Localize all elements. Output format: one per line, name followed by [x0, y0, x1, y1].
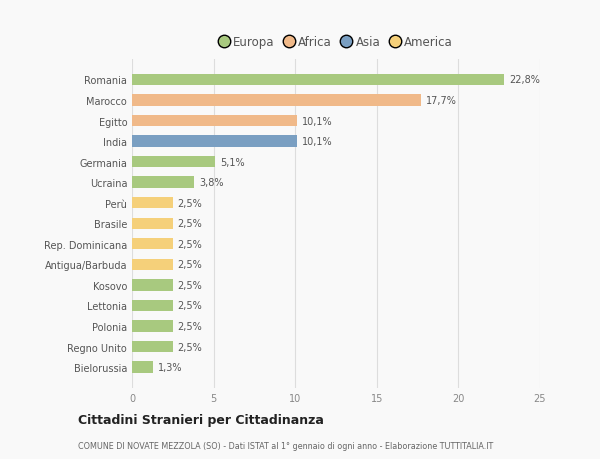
Text: 2,5%: 2,5%: [178, 260, 202, 270]
Text: 2,5%: 2,5%: [178, 321, 202, 331]
Text: 10,1%: 10,1%: [302, 116, 332, 126]
Bar: [132, 321, 173, 332]
Text: COMUNE DI NOVATE MEZZOLA (SO) - Dati ISTAT al 1° gennaio di ogni anno - Elaboraz: COMUNE DI NOVATE MEZZOLA (SO) - Dati IST…: [78, 441, 493, 450]
Text: Cittadini Stranieri per Cittadinanza: Cittadini Stranieri per Cittadinanza: [78, 413, 324, 426]
Legend: Europa, Africa, Asia, America: Europa, Africa, Asia, America: [215, 33, 457, 53]
Text: 2,5%: 2,5%: [178, 342, 202, 352]
Bar: [132, 136, 297, 147]
Bar: [132, 75, 504, 86]
Text: 17,7%: 17,7%: [426, 96, 457, 106]
Text: 3,8%: 3,8%: [199, 178, 223, 188]
Bar: [132, 177, 194, 188]
Bar: [132, 116, 297, 127]
Text: 10,1%: 10,1%: [302, 137, 332, 147]
Text: 2,5%: 2,5%: [178, 301, 202, 311]
Bar: [132, 300, 173, 311]
Bar: [132, 239, 173, 250]
Bar: [132, 362, 153, 373]
Text: 5,1%: 5,1%: [220, 157, 245, 167]
Text: 2,5%: 2,5%: [178, 280, 202, 290]
Bar: [132, 218, 173, 230]
Bar: [132, 259, 173, 270]
Text: 2,5%: 2,5%: [178, 239, 202, 249]
Text: 22,8%: 22,8%: [509, 75, 540, 85]
Bar: [132, 280, 173, 291]
Bar: [132, 198, 173, 209]
Text: 1,3%: 1,3%: [158, 362, 182, 372]
Text: 2,5%: 2,5%: [178, 198, 202, 208]
Text: 2,5%: 2,5%: [178, 219, 202, 229]
Bar: [132, 157, 215, 168]
Bar: [132, 95, 421, 106]
Bar: [132, 341, 173, 353]
